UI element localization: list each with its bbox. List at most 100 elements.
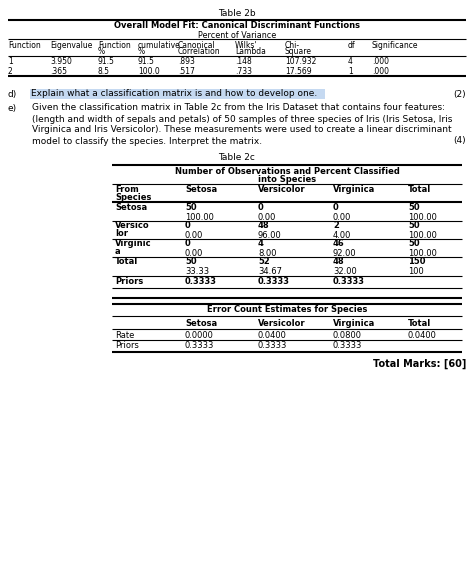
Text: 0.0400: 0.0400 xyxy=(258,331,287,340)
Text: 48: 48 xyxy=(333,257,345,266)
Text: .000: .000 xyxy=(372,66,389,75)
Text: 4: 4 xyxy=(258,239,264,248)
Text: Significance: Significance xyxy=(372,40,419,49)
Text: 0.00: 0.00 xyxy=(258,213,276,222)
Text: into Species: into Species xyxy=(258,176,316,184)
Text: Square: Square xyxy=(285,48,312,57)
Text: lor: lor xyxy=(115,230,128,239)
Text: d): d) xyxy=(8,90,17,99)
Text: 4.00: 4.00 xyxy=(333,231,351,239)
Text: 2: 2 xyxy=(333,222,339,231)
Text: %: % xyxy=(98,48,105,57)
Text: 0.3333: 0.3333 xyxy=(258,341,287,349)
Text: Species: Species xyxy=(115,193,151,202)
Text: Priors: Priors xyxy=(115,277,143,286)
Text: .893: .893 xyxy=(178,57,195,66)
Text: Total Marks: [60]: Total Marks: [60] xyxy=(373,358,466,369)
Text: Total: Total xyxy=(408,185,431,194)
Text: Priors: Priors xyxy=(115,341,139,349)
Text: model to classify the species. Interpret the matrix.: model to classify the species. Interpret… xyxy=(32,137,262,146)
Text: Virginica and Iris Versicolor). These measurements were used to create a linear : Virginica and Iris Versicolor). These me… xyxy=(32,125,452,134)
Text: 107.932: 107.932 xyxy=(285,57,316,66)
Text: 0.0800: 0.0800 xyxy=(333,331,362,340)
Text: Eigenvalue: Eigenvalue xyxy=(50,40,92,49)
Text: Function: Function xyxy=(8,40,41,49)
Text: Setosa: Setosa xyxy=(185,185,217,194)
Text: Versicolor: Versicolor xyxy=(258,319,306,328)
Text: Wilks': Wilks' xyxy=(235,40,257,49)
Text: Function: Function xyxy=(98,40,131,49)
Text: Number of Observations and Percent Classified: Number of Observations and Percent Class… xyxy=(174,167,400,176)
Text: Virginic: Virginic xyxy=(115,239,152,248)
Text: (4): (4) xyxy=(453,137,466,146)
Text: %: % xyxy=(138,48,145,57)
Text: 1: 1 xyxy=(348,66,353,75)
Text: 4: 4 xyxy=(348,57,353,66)
Text: cumulative: cumulative xyxy=(138,40,181,49)
Text: Total: Total xyxy=(115,257,138,266)
Text: 0.3333: 0.3333 xyxy=(258,277,290,286)
Text: 46: 46 xyxy=(333,239,345,248)
Text: Lambda: Lambda xyxy=(235,48,266,57)
FancyBboxPatch shape xyxy=(30,88,325,99)
Text: 33.33: 33.33 xyxy=(185,266,209,276)
Text: 100.00: 100.00 xyxy=(408,248,437,257)
Text: Given the classification matrix in Table 2c from the Iris Dataset that contains : Given the classification matrix in Table… xyxy=(32,104,445,112)
Text: Table 2b: Table 2b xyxy=(218,9,256,18)
Text: 50: 50 xyxy=(408,204,419,213)
Text: 100.00: 100.00 xyxy=(408,231,437,239)
Text: 3.950: 3.950 xyxy=(50,57,72,66)
Text: 0: 0 xyxy=(258,204,264,213)
Text: Versicolor: Versicolor xyxy=(258,185,306,194)
Text: .517: .517 xyxy=(178,66,195,75)
Text: (2): (2) xyxy=(453,90,466,99)
Text: 0.00: 0.00 xyxy=(185,231,203,239)
Text: 0.3333: 0.3333 xyxy=(185,277,217,286)
Text: 91.5: 91.5 xyxy=(138,57,155,66)
Text: Overall Model Fit: Canonical Discriminant Functions: Overall Model Fit: Canonical Discriminan… xyxy=(114,22,360,31)
Text: .733: .733 xyxy=(235,66,252,75)
Text: 150: 150 xyxy=(408,257,426,266)
Text: 32.00: 32.00 xyxy=(333,266,357,276)
Text: .365: .365 xyxy=(50,66,67,75)
Text: .148: .148 xyxy=(235,57,252,66)
Text: 100: 100 xyxy=(408,266,424,276)
Text: Virginica: Virginica xyxy=(333,185,375,194)
Text: 0: 0 xyxy=(185,239,191,248)
Text: From: From xyxy=(115,185,139,194)
Text: 100.0: 100.0 xyxy=(138,66,160,75)
Text: 100.00: 100.00 xyxy=(185,213,214,222)
Text: 0.0400: 0.0400 xyxy=(408,331,437,340)
Text: 0.3333: 0.3333 xyxy=(333,341,363,349)
Text: Total: Total xyxy=(408,319,431,328)
Text: 8.5: 8.5 xyxy=(98,66,110,75)
Text: 1: 1 xyxy=(8,57,13,66)
Text: Setosa: Setosa xyxy=(185,319,217,328)
Text: 50: 50 xyxy=(408,222,419,231)
Text: 8.00: 8.00 xyxy=(258,248,276,257)
Text: Setosa: Setosa xyxy=(115,204,147,213)
Text: Canonical: Canonical xyxy=(178,40,216,49)
Text: 100.00: 100.00 xyxy=(408,213,437,222)
Text: 91.5: 91.5 xyxy=(98,57,115,66)
Text: df: df xyxy=(348,40,356,49)
Text: Virginica: Virginica xyxy=(333,319,375,328)
Text: 50: 50 xyxy=(185,204,197,213)
Text: Rate: Rate xyxy=(115,331,134,340)
Text: e): e) xyxy=(8,104,17,112)
Text: 50: 50 xyxy=(408,239,419,248)
Text: Correlation: Correlation xyxy=(178,48,220,57)
Text: Percent of Variance: Percent of Variance xyxy=(198,31,276,40)
Text: Error Count Estimates for Species: Error Count Estimates for Species xyxy=(207,306,367,315)
Text: 0.3333: 0.3333 xyxy=(185,341,214,349)
Text: (length and width of sepals and petals) of 50 samples of three species of Iris (: (length and width of sepals and petals) … xyxy=(32,115,452,124)
Text: Versico: Versico xyxy=(115,222,150,231)
Text: 48: 48 xyxy=(258,222,270,231)
Text: 96.00: 96.00 xyxy=(258,231,282,239)
Text: 92.00: 92.00 xyxy=(333,248,356,257)
Text: a: a xyxy=(115,248,120,256)
Text: 50: 50 xyxy=(185,257,197,266)
Text: Explain what a classification matrix is and how to develop one.: Explain what a classification matrix is … xyxy=(31,90,317,99)
Text: 0.3333: 0.3333 xyxy=(333,277,365,286)
Text: 0.00: 0.00 xyxy=(185,248,203,257)
